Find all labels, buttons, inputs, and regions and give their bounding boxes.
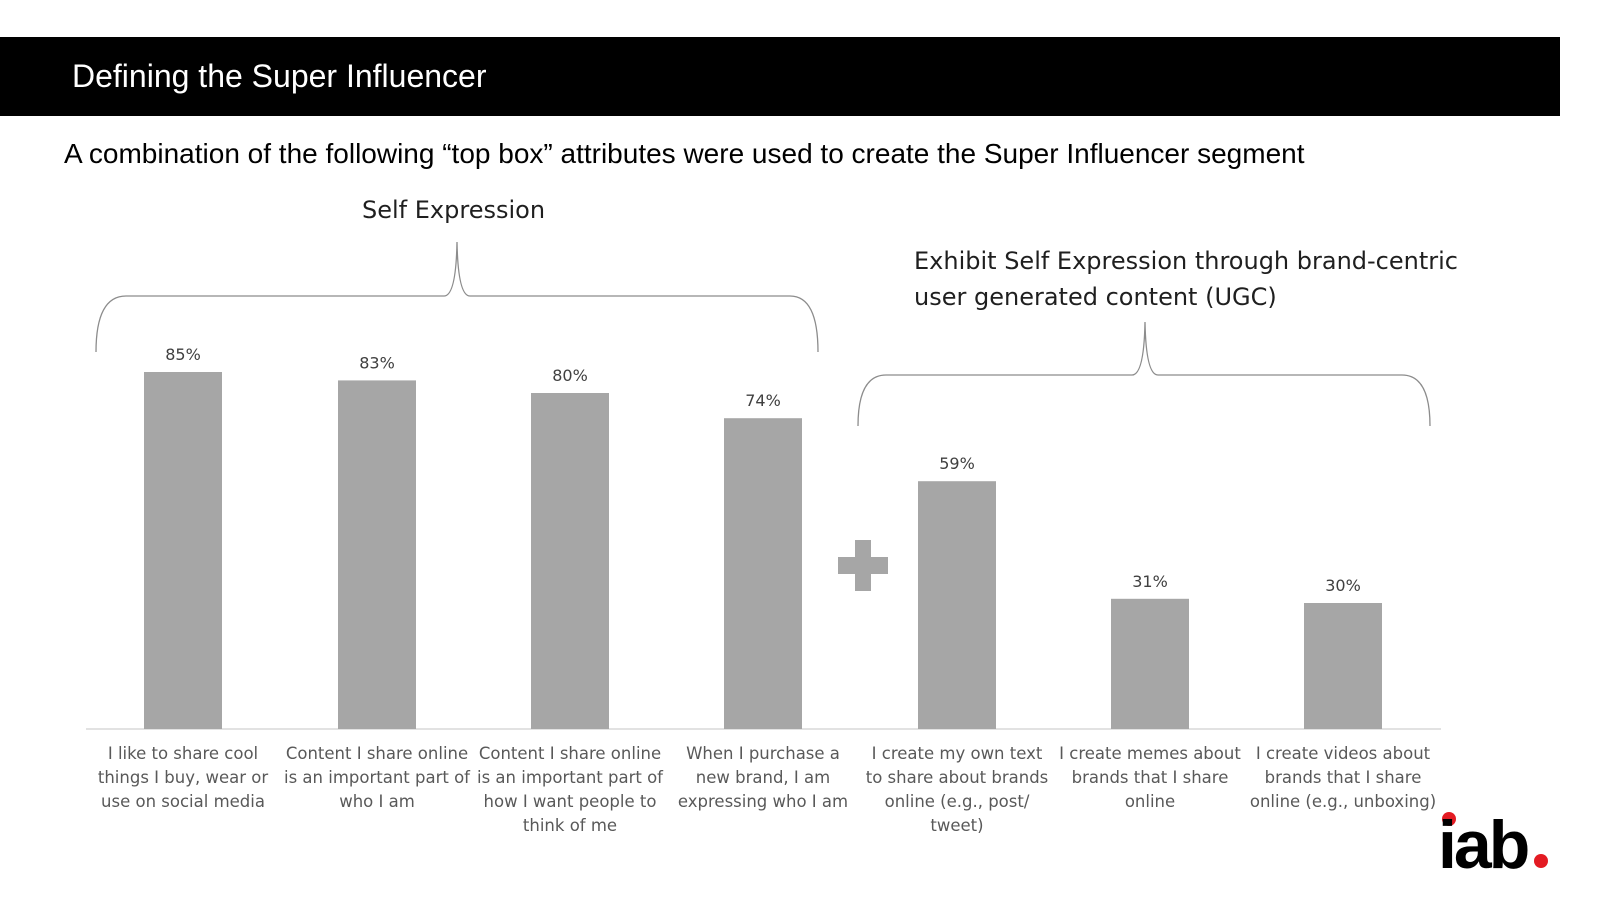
plus-icon	[838, 540, 888, 591]
bar-5	[918, 481, 996, 729]
group-label-ugc-line2: user generated content (UGC)	[914, 283, 1277, 311]
category-label-1: I like to share cool things I buy, wear …	[97, 744, 269, 811]
category-label-2: Content I share online is an important p…	[284, 744, 470, 811]
value-label-1: 85%	[165, 345, 201, 364]
bar-6	[1111, 598, 1189, 729]
bar-2	[338, 380, 416, 729]
brace-ugc	[857, 321, 1431, 427]
bar-7	[1304, 603, 1382, 729]
bar-1	[144, 372, 222, 729]
value-label-5: 59%	[939, 454, 975, 473]
value-label-4: 74%	[745, 391, 781, 410]
iab-logo: iab	[1440, 807, 1548, 883]
category-label-7: I create videos about brands that I shar…	[1249, 744, 1437, 811]
group-label-ugc: Exhibit Self Expression through brand-ce…	[914, 243, 1458, 315]
page-subtitle: A combination of the following “top box”…	[64, 138, 1305, 169]
value-label-7: 30%	[1325, 576, 1361, 595]
bar-3	[531, 393, 609, 729]
category-label-4: When I purchase a new brand, I am expres…	[677, 744, 849, 811]
svg-text:iab: iab	[1440, 807, 1528, 883]
group-label-ugc-line1: Exhibit Self Expression through brand-ce…	[914, 247, 1458, 275]
group-label-self-expression: Self Expression	[362, 196, 546, 224]
category-label-3: Content I share online is an important p…	[477, 744, 663, 835]
bar-4	[724, 418, 802, 729]
page-title: Defining the Super Influencer	[72, 58, 487, 94]
category-label-5: I create my own text to share about bran…	[865, 744, 1049, 835]
value-label-6: 31%	[1132, 572, 1168, 591]
category-label-6: I create memes about brands that I share…	[1059, 744, 1241, 811]
value-label-3: 80%	[552, 366, 588, 385]
header-bar: Defining the Super Influencer	[0, 37, 1560, 116]
brace-self-expression	[95, 241, 819, 353]
value-label-2: 83%	[359, 353, 395, 372]
